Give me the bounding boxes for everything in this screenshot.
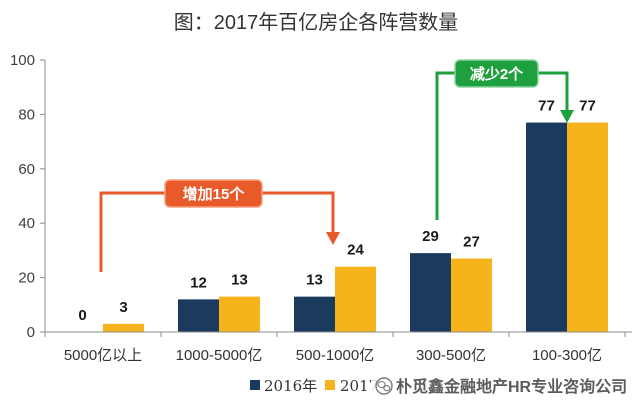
increase-callout-box: [164, 179, 263, 208]
bar-series-1-category-5: [526, 122, 567, 332]
category-label-2: 1000-5000亿: [176, 347, 263, 364]
data-label-series-1-category-4: 29: [422, 228, 439, 245]
y-tick-label-60: 60: [18, 161, 35, 178]
legend-label-2016: 2016年: [264, 377, 317, 395]
data-label-series-1-category-1: 0: [78, 307, 86, 324]
bar-series-2-category-4: [451, 258, 492, 332]
decrease-callout-box: [454, 59, 539, 88]
category-label-3: 500-1000亿: [296, 347, 374, 364]
bar-series-2-category-1: [103, 323, 144, 332]
decrease-bracket-right: [537, 71, 569, 111]
increase-bracket-left: [99, 191, 166, 272]
data-label-series-2-category-5: 77: [579, 98, 596, 115]
y-tick-label-20: 20: [18, 270, 35, 287]
data-label-series-2-category-3: 24: [347, 242, 364, 259]
category-label-5: 100-300亿: [532, 347, 602, 364]
y-tick-label-0: 0: [27, 324, 35, 341]
axes: [44, 60, 632, 333]
decrease-callout-text: 减少2个: [470, 65, 524, 83]
watermark: 朴觅鑫金融地产HR专业咨询公司: [371, 374, 628, 398]
decrease-callout: 减少2个: [435, 59, 574, 220]
data-label-series-1-category-2: 12: [190, 274, 207, 291]
y-tick-label-40: 40: [18, 215, 35, 232]
category-label-4: 300-500亿: [416, 347, 486, 364]
watermark-backdrop: [371, 374, 625, 398]
category-label-1: 5000亿以上: [64, 347, 142, 364]
bar-series-1-category-2: [178, 299, 219, 332]
bar-series-2-category-2: [219, 296, 260, 332]
increase-bracket-right: [262, 191, 335, 233]
chart-marks: 0 20 40 60 80 100 0 12 13 29 77 3 13 24 27 77 5000亿以上 100…: [10, 52, 626, 364]
bar-series-1-category-4: [410, 253, 451, 332]
increase-arrowhead: [326, 232, 340, 245]
y-tick-label-80: 80: [18, 106, 35, 123]
data-label-series-2-category-1: 3: [119, 299, 127, 316]
data-label-series-1-category-5: 77: [538, 98, 555, 115]
increase-callout: 增加15个: [99, 179, 340, 272]
chart-title: 图：2017年百亿房企各阵营数量: [174, 11, 459, 34]
decrease-arrowhead: [560, 110, 574, 123]
bar-series-1-category-3: [294, 296, 335, 332]
data-label-series-2-category-4: 27: [463, 234, 480, 251]
increase-callout-text: 增加15个: [183, 185, 246, 203]
watermark-text: 朴觅鑫金融地产HR专业咨询公司: [396, 377, 627, 396]
data-label-series-2-category-2: 13: [231, 272, 248, 289]
legend-swatch-2017: [325, 380, 335, 390]
bar-series-2-category-3: [335, 266, 376, 332]
decrease-bracket-left: [435, 71, 456, 220]
legend-swatch-2016: [250, 380, 260, 390]
wechat-icon: [375, 377, 393, 395]
y-tick-label-100: 100: [10, 52, 35, 69]
data-label-series-1-category-3: 13: [306, 272, 323, 289]
bar-series-2-category-5: [567, 122, 608, 332]
